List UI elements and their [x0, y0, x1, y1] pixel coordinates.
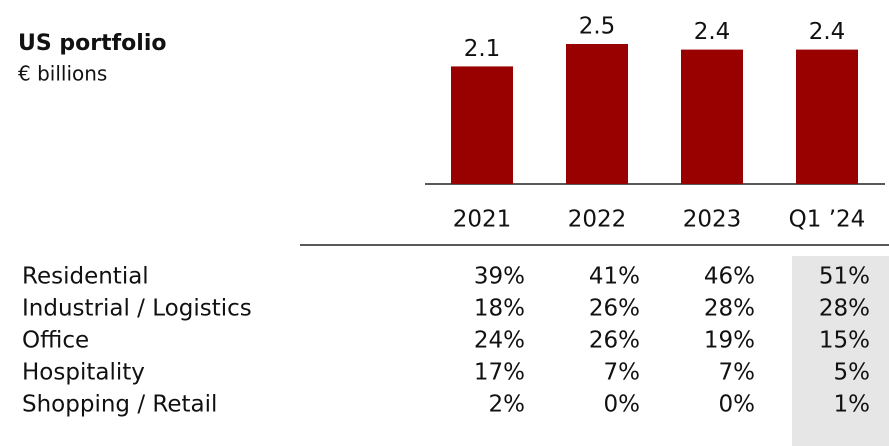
table-cell: 46% — [704, 264, 755, 290]
table-cell: 39% — [474, 264, 525, 290]
bar — [796, 49, 858, 184]
chart-subtitle: € billions — [18, 62, 107, 86]
x-tick-label: 2023 — [683, 207, 742, 233]
table-cell: 28% — [819, 296, 870, 322]
table-cell: 41% — [589, 264, 640, 290]
x-tick-label: Q1 ’24 — [789, 207, 866, 233]
data-label: 2.5 — [579, 14, 616, 40]
table-cell: 19% — [704, 328, 755, 354]
table-cell: 0% — [719, 392, 756, 418]
table-cell: 51% — [819, 264, 870, 290]
data-label: 2.4 — [694, 19, 731, 45]
row-label: Industrial / Logistics — [22, 296, 252, 322]
table-cell: 5% — [834, 360, 871, 386]
x-tick-label: 2022 — [568, 207, 627, 233]
highlight-column — [792, 256, 889, 446]
table-cell: 1% — [834, 392, 871, 418]
table-cell: 26% — [589, 296, 640, 322]
table-cell: 0% — [604, 392, 641, 418]
table-cell: 17% — [474, 360, 525, 386]
row-label: Hospitality — [22, 360, 145, 386]
table-cell: 2% — [489, 392, 526, 418]
x-tick-label: 2021 — [453, 207, 512, 233]
table-cell: 28% — [704, 296, 755, 322]
table-cell: 26% — [589, 328, 640, 354]
row-label: Shopping / Retail — [22, 392, 217, 418]
row-label: Office — [22, 328, 89, 354]
table-cell: 24% — [474, 328, 525, 354]
table-cell: 15% — [819, 328, 870, 354]
bar — [681, 49, 743, 184]
row-label: Residential — [22, 264, 149, 290]
table-cell: 7% — [604, 360, 641, 386]
data-label: 2.1 — [464, 36, 501, 62]
bar — [566, 44, 628, 184]
bar — [451, 66, 513, 184]
table-cell: 18% — [474, 296, 525, 322]
table-cell: 7% — [719, 360, 756, 386]
chart-title: US portfolio — [18, 31, 166, 56]
data-label: 2.4 — [809, 19, 846, 45]
